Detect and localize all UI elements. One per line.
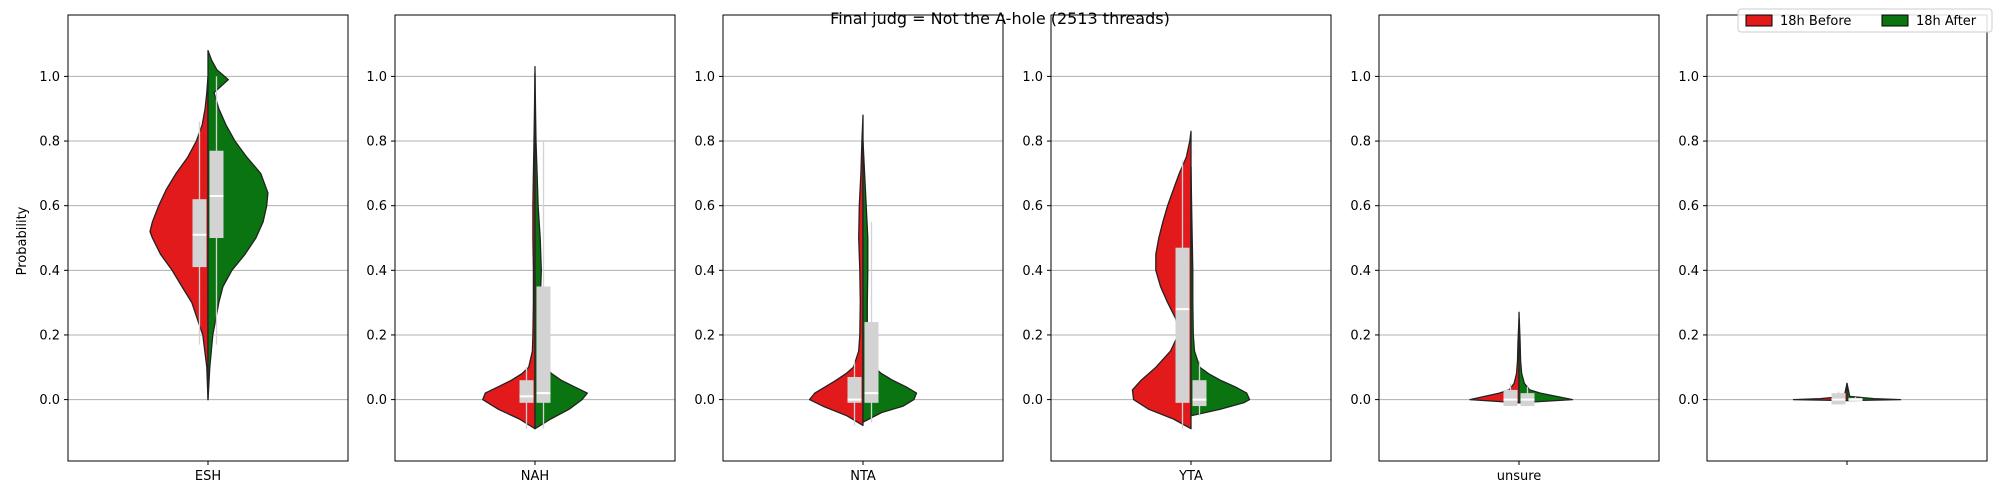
y-tick-label: 0.4 (1350, 264, 1371, 279)
y-tick-label: 0.0 (39, 393, 60, 408)
box-iqr (1175, 247, 1190, 403)
legend-frame (1737, 8, 1993, 33)
box-iqr (536, 286, 551, 403)
y-axis-label: Probability (15, 206, 30, 275)
panel-NTA: 0.0 0.2 0.4 0.6 0.8 1.0 NTA (694, 14, 1004, 484)
panel-ESH: 0.0 0.2 0.4 0.6 0.8 1.0 ESH (39, 14, 349, 484)
box-iqr (1192, 380, 1207, 407)
violin-after (207, 49, 269, 401)
box-iqr (864, 322, 879, 403)
y-tick-label: 0.2 (1678, 328, 1699, 343)
y-tick-label: 0.6 (694, 199, 715, 214)
y-tick-label: 0.0 (694, 393, 715, 408)
y-tick-label: 1.0 (39, 70, 60, 85)
box-iqr (209, 150, 224, 238)
y-tick-label: 0.8 (1022, 135, 1043, 150)
panel-NAH: 0.0 0.2 0.4 0.6 0.8 1.0 NAH (366, 14, 676, 484)
violin-before (149, 75, 209, 401)
y-tick-label: 0.8 (1350, 135, 1371, 150)
legend-swatch-0 (1745, 14, 1773, 27)
y-tick-label: 0.0 (1022, 393, 1043, 408)
y-tick-label: 0.6 (366, 199, 387, 214)
legend-label-0: 18h Before (1780, 14, 1851, 29)
y-tick-label: 0.4 (694, 264, 715, 279)
y-tick-label: 0.0 (1678, 393, 1699, 408)
x-category-label: NAH (521, 469, 549, 484)
y-tick-label: 0.8 (1678, 135, 1699, 150)
y-tick-label: 0.8 (39, 135, 60, 150)
x-category-label: NTA (850, 469, 876, 484)
y-tick-label: 1.0 (1022, 70, 1043, 85)
y-tick-label: 0.2 (1022, 328, 1043, 343)
violin-before (482, 66, 536, 430)
box-iqr (519, 380, 534, 403)
panels: 0.0 0.2 0.4 0.6 0.8 1.0 ESH 0.0 0.2 0.4 0.6 0.8 1.0 N… (39, 14, 1988, 484)
y-tick-label: 0.4 (39, 264, 60, 279)
panel-unsure: 0.0 0.2 0.4 0.6 0.8 1.0 unsure (1350, 14, 1660, 484)
legend: 18h Before 18h After (1737, 8, 1993, 33)
x-category-label: YTA (1178, 469, 1203, 484)
legend-label-1: 18h After (1916, 14, 1977, 29)
y-tick-label: 1.0 (366, 70, 387, 85)
y-tick-label: 0.0 (1350, 393, 1371, 408)
x-category-label: unsure (1497, 469, 1542, 484)
y-tick-label: 0.8 (694, 135, 715, 150)
box-iqr (192, 199, 207, 268)
panel-unlabeled: 0.0 0.2 0.4 0.6 0.8 1.0 (1678, 14, 1988, 465)
y-tick-label: 0.6 (1678, 199, 1699, 214)
box-iqr (847, 376, 862, 403)
y-tick-label: 0.4 (366, 264, 387, 279)
y-tick-label: 0.2 (694, 328, 715, 343)
figure-title: Final judg = Not the A-hole (2513 thread… (830, 9, 1170, 28)
y-tick-label: 0.2 (366, 328, 387, 343)
y-tick-label: 0.2 (39, 328, 60, 343)
box-iqr (1503, 389, 1518, 407)
legend-swatch-1 (1881, 14, 1909, 27)
x-category-label: ESH (195, 469, 221, 484)
y-tick-label: 0.8 (366, 135, 387, 150)
y-tick-label: 1.0 (694, 70, 715, 85)
y-tick-label: 0.6 (1350, 199, 1371, 214)
y-tick-label: 0.4 (1678, 264, 1699, 279)
y-tick-label: 0.4 (1022, 264, 1043, 279)
y-tick-label: 1.0 (1350, 70, 1371, 85)
y-tick-label: 1.0 (1678, 70, 1699, 85)
panel-YTA: 0.0 0.2 0.4 0.6 0.8 1.0 YTA (1022, 14, 1332, 484)
y-tick-label: 0.6 (1022, 199, 1043, 214)
y-tick-label: 0.6 (39, 199, 60, 214)
y-tick-label: 0.2 (1350, 328, 1371, 343)
y-tick-label: 0.0 (366, 393, 387, 408)
